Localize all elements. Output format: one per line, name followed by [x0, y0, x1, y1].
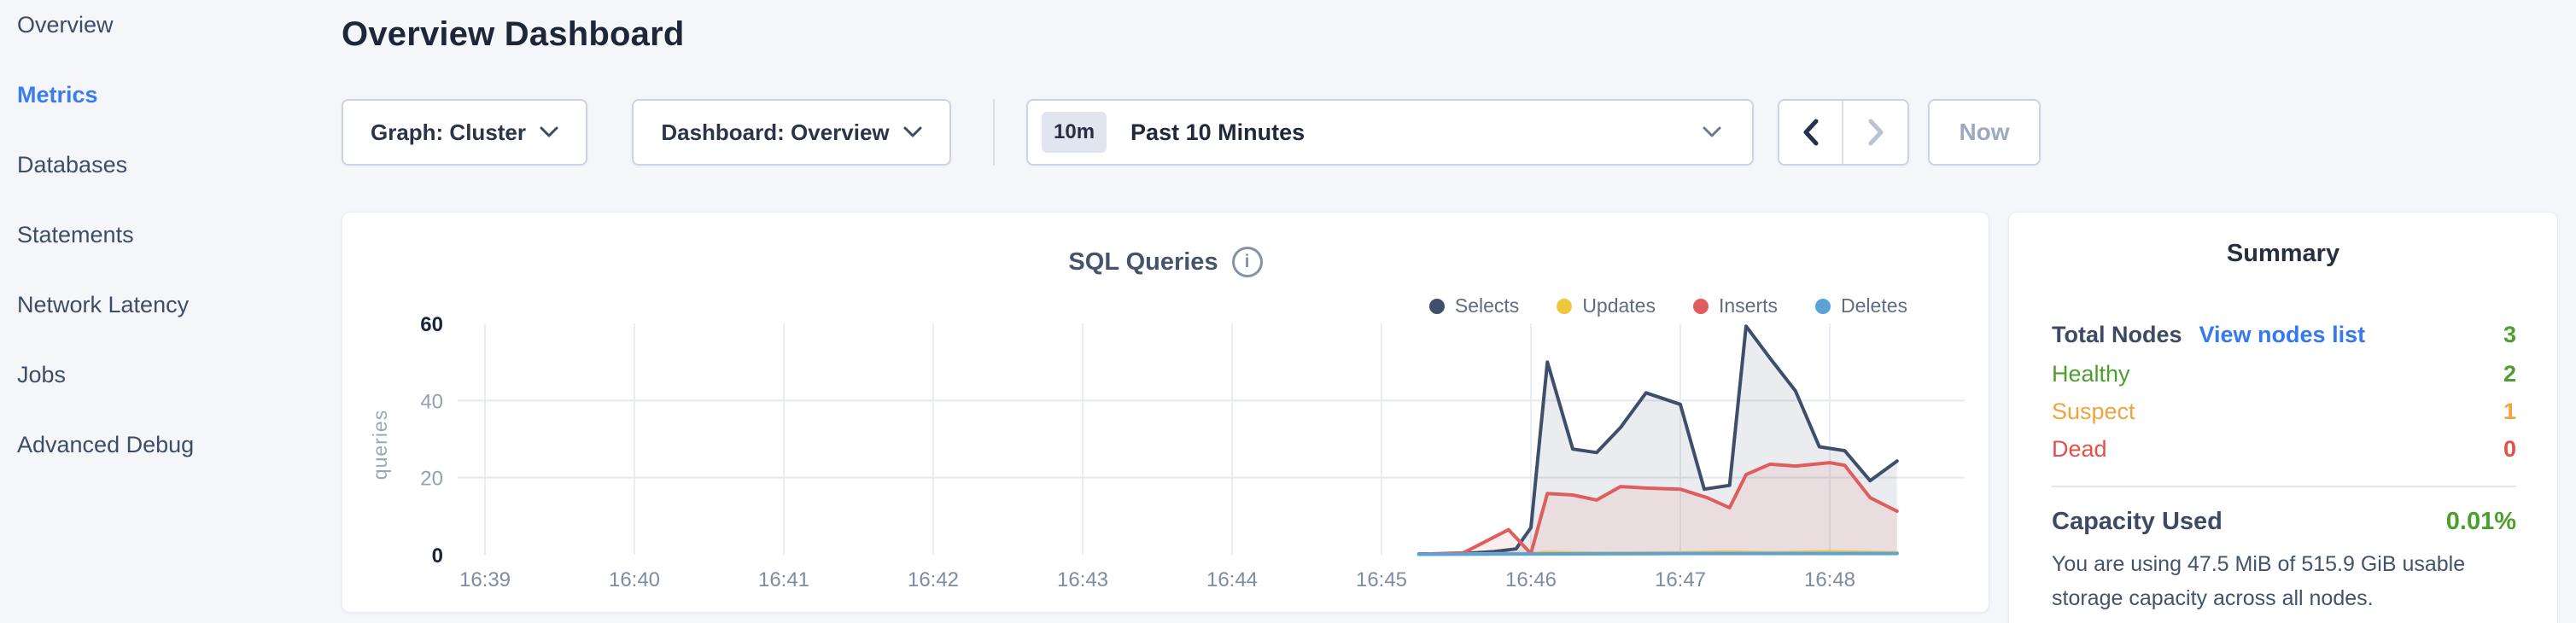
summary-title: Summary — [2226, 240, 2340, 267]
suspect-label: Suspect — [2052, 399, 2135, 424]
graph-scope-label: Graph: Cluster — [370, 119, 527, 145]
legend-label: Updates — [1582, 294, 1656, 317]
suspect-value: 1 — [2503, 399, 2516, 424]
chevron-left-icon — [1803, 119, 1818, 146]
summary-divider — [2052, 486, 2516, 487]
capacity-description: You are using 47.5 MiB of 515.9 GiB usab… — [2052, 552, 2466, 610]
sql-queries-chart-card: 16:39 16:40 16:41 16:42 16:43 16:44 16:45 16:46… — [342, 212, 1989, 613]
chevron-down-icon — [540, 126, 558, 137]
sidebar-item-jobs[interactable]: Jobs — [17, 362, 67, 387]
sidebar-item-network-latency[interactable]: Network Latency — [17, 292, 190, 317]
svg-text:16:40: 16:40 — [609, 568, 660, 591]
sidebar: Overview Metrics Databases Statements Ne… — [0, 0, 333, 623]
time-step-buttons — [1778, 99, 1909, 166]
chevron-right-icon — [1868, 119, 1883, 146]
updates-dot-icon — [1557, 298, 1573, 314]
chevron-down-icon — [903, 126, 922, 137]
sidebar-item-databases[interactable]: Databases — [17, 152, 128, 178]
dead-label: Dead — [2052, 436, 2107, 462]
now-button-label: Now — [1959, 119, 2010, 145]
time-range-badge: 10m — [1042, 112, 1107, 153]
dashboard-label: Dashboard: Overview — [661, 119, 890, 145]
chart-legend: Selects Updates Inserts Deletes — [1428, 294, 1907, 317]
legend-item-inserts[interactable]: Inserts — [1692, 294, 1779, 317]
suspect-nodes-row: Suspect 1 — [2052, 399, 2516, 425]
deletes-dot-icon — [1815, 298, 1831, 314]
svg-text:0: 0 — [432, 544, 443, 568]
legend-item-deletes[interactable]: Deletes — [1815, 294, 1907, 317]
svg-text:16:44: 16:44 — [1206, 568, 1258, 591]
sidebar-item-statements[interactable]: Statements — [17, 222, 134, 247]
dead-nodes-row: Dead 0 — [2052, 436, 2516, 463]
svg-text:16:39: 16:39 — [459, 568, 511, 591]
svg-text:16:47: 16:47 — [1655, 568, 1706, 591]
view-nodes-list-link[interactable]: View nodes list — [2199, 322, 2366, 347]
graph-scope-dropdown[interactable]: Graph: Cluster — [342, 99, 587, 166]
total-nodes-label: Total Nodes — [2052, 322, 2182, 347]
svg-text:16:46: 16:46 — [1505, 568, 1557, 591]
previous-time-button[interactable] — [1779, 101, 1843, 164]
healthy-label: Healthy — [2052, 361, 2130, 387]
capacity-used-value: 0.01% — [2445, 508, 2516, 535]
total-nodes-value: 3 — [2503, 322, 2516, 347]
now-button[interactable]: Now — [1928, 99, 2041, 166]
time-range-value: Past 10 Minutes — [1130, 119, 1306, 145]
svg-text:20: 20 — [420, 468, 443, 491]
sidebar-item-overview[interactable]: Overview — [17, 12, 114, 38]
summary-panel: Summary Total Nodes View nodes list 3 He… — [2008, 212, 2558, 623]
info-icon[interactable]: i — [1231, 247, 1263, 277]
dashboard-dropdown[interactable]: Dashboard: Overview — [632, 99, 951, 166]
dead-value: 0 — [2503, 436, 2516, 462]
toolbar-divider — [993, 99, 995, 166]
svg-text:40: 40 — [420, 390, 443, 413]
time-range-select[interactable]: 10m Past 10 Minutes — [1026, 99, 1754, 166]
chart-title: SQL Queries — [1068, 247, 1218, 276]
svg-text:16:45: 16:45 — [1356, 568, 1407, 591]
svg-text:60: 60 — [420, 313, 443, 336]
next-time-button[interactable] — [1843, 101, 1907, 164]
selects-dot-icon — [1428, 298, 1445, 314]
sidebar-item-advanced-debug[interactable]: Advanced Debug — [17, 432, 195, 457]
legend-item-selects[interactable]: Selects — [1428, 294, 1520, 317]
inserts-dot-icon — [1692, 298, 1709, 314]
legend-label: Deletes — [1841, 294, 1907, 317]
sql-queries-chart[interactable]: 16:39 16:40 16:41 16:42 16:43 16:44 16:45 16:46… — [342, 213, 1990, 614]
total-nodes-row: Total Nodes View nodes list 3 — [2052, 322, 2516, 348]
sidebar-item-metrics[interactable]: Metrics — [17, 82, 98, 108]
svg-text:queries: queries — [369, 410, 391, 480]
svg-text:16:41: 16:41 — [758, 568, 809, 591]
legend-label: Inserts — [1718, 294, 1779, 317]
capacity-used-row: Capacity Used 0.01% — [2052, 508, 2516, 536]
legend-item-updates[interactable]: Updates — [1557, 294, 1656, 317]
chevron-down-icon — [1703, 126, 1721, 137]
capacity-used-label: Capacity Used — [2052, 508, 2223, 535]
healthy-value: 2 — [2503, 361, 2516, 387]
legend-label: Selects — [1454, 294, 1520, 317]
svg-text:16:43: 16:43 — [1057, 568, 1108, 591]
page-title: Overview Dashboard — [342, 15, 685, 53]
svg-text:16:48: 16:48 — [1804, 568, 1855, 591]
svg-text:16:42: 16:42 — [908, 568, 959, 591]
healthy-nodes-row: Healthy 2 — [2052, 361, 2516, 387]
